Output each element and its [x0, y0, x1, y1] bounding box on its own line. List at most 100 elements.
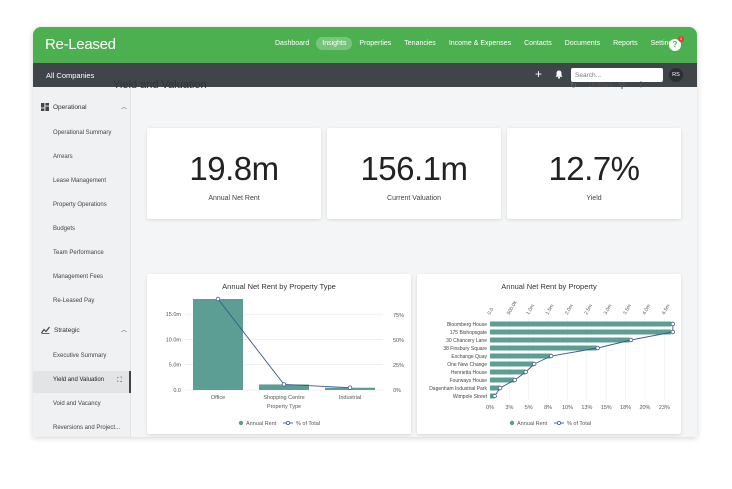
y-tick-label: Fourways House	[449, 378, 487, 384]
legend-label: Annual Rent	[517, 421, 548, 427]
y-tick-label: 15.0m	[166, 312, 182, 318]
bar	[490, 353, 551, 359]
sidebar-item-team-performance[interactable]: Team Performance	[53, 250, 104, 256]
sidebar-item-executive-summary[interactable]: Executive Summary	[53, 353, 107, 359]
line-point	[670, 321, 676, 327]
sidebar-item-lease-management[interactable]: Lease Management	[53, 178, 107, 184]
x-top-tick-label: 3.5m	[622, 303, 633, 316]
sidebar-item-re-leased-pay[interactable]: Re-Leased Pay	[53, 298, 95, 304]
nav-contacts[interactable]: Contacts	[524, 40, 552, 47]
y2-tick-label: 0%	[393, 388, 401, 394]
more-options-icon[interactable]: ⋮	[637, 80, 645, 89]
y-tick-label: 5.0m	[169, 363, 182, 369]
line-point	[531, 361, 537, 367]
legend-label: % of Total	[296, 421, 320, 427]
y-tick-label: 38 Finsbury Square	[443, 346, 487, 352]
x-bottom-tick-label: 8%	[544, 405, 552, 411]
x-top-tick-label: 2.5m	[583, 303, 594, 316]
y2-tick-label: 50%	[393, 338, 404, 344]
add-icon[interactable]: +	[535, 67, 543, 81]
kpi-label: Annual Net Rent	[208, 195, 260, 202]
trend-icon	[41, 326, 50, 334]
kpi-value: 19.8m	[189, 150, 279, 187]
chart-card-rent-by-type: Annual Net Rent by Property Type 0.0 5.0m…	[147, 274, 411, 434]
sidebar-item-management-fees[interactable]: Management Fees	[53, 274, 104, 280]
x-tick-label: Office	[211, 395, 225, 401]
nav-settings[interactable]: Settings	[650, 40, 676, 47]
bar	[490, 345, 597, 351]
kpi-value: 156.1m	[360, 150, 468, 187]
filter-icon[interactable]	[618, 82, 626, 89]
legend-label: % of Total	[567, 421, 591, 427]
refresh-icon[interactable]: ↻	[570, 81, 577, 90]
series-line	[494, 324, 674, 397]
y-tick-label: 30 Chancery Lane	[446, 338, 487, 344]
sidebar-section-operational[interactable]: Operational	[41, 103, 87, 111]
line-point	[281, 382, 287, 387]
company-selector[interactable]: All Companies	[46, 71, 95, 80]
x-top-tick-label: 500.0k	[506, 300, 519, 316]
search-input[interactable]	[571, 68, 663, 82]
x-bottom-tick-label: 0%	[486, 405, 494, 411]
nav-insights[interactable]: Insights	[316, 37, 353, 50]
nav-income-expenses[interactable]: Income & Expenses	[448, 40, 512, 47]
line-point	[512, 377, 517, 383]
x-bottom-tick-label: 3%	[505, 405, 513, 411]
x-bottom-tick-label: 10%	[562, 405, 573, 411]
line-point	[492, 393, 497, 399]
chevron-up-icon[interactable]: ︿	[121, 328, 128, 334]
x-tick-label: Industrial	[339, 395, 361, 401]
bell-icon[interactable]	[555, 70, 563, 79]
line-point	[628, 337, 634, 343]
app-window: Re-Leased Dashboard Insights Properties …	[33, 27, 697, 437]
filters-button[interactable]: 10 filters	[588, 82, 613, 89]
bar	[490, 321, 672, 327]
company-bar: All Companies + RS	[33, 63, 697, 87]
sidebar-item-yield-and-valuation[interactable]: Yield and Valuation	[53, 377, 105, 383]
legend-marker	[509, 420, 515, 426]
sidebar-item-budgets[interactable]: Budgets	[53, 226, 76, 232]
x-bottom-tick-label: 5%	[525, 405, 533, 411]
x-top-tick-label: 2.0m	[564, 303, 575, 316]
sidebar-item-operational-summary[interactable]: Operational Summary	[53, 130, 112, 136]
sidebar: Operational ︿ Operational Summary Arrear…	[33, 87, 131, 437]
app-logo[interactable]: Re-Leased	[45, 36, 116, 53]
x-top-tick-label: 4.0m	[641, 303, 652, 316]
x-tick-label: Shopping Centre	[263, 395, 304, 401]
sidebar-item-property-operations[interactable]: Property Operations	[53, 202, 107, 208]
sidebar-section-strategic[interactable]: Strategic	[41, 326, 80, 334]
y-tick-label: 175 Bishopsgate	[450, 330, 487, 336]
dashboard-icon	[41, 103, 49, 111]
top-nav: Re-Leased Dashboard Insights Properties …	[33, 27, 697, 63]
bar	[490, 377, 515, 383]
bar	[490, 337, 630, 343]
y-tick-label: Dagenham Industrial Park	[429, 386, 487, 392]
legend-marker	[285, 420, 290, 425]
help-icon[interactable]: ?	[669, 39, 681, 51]
legend-marker	[238, 420, 244, 426]
sidebar-section-label: Strategic	[54, 326, 80, 334]
avatar[interactable]: RS	[669, 68, 683, 82]
sidebar-item-void-and-vacancy[interactable]: Void and Vacancy	[53, 401, 101, 407]
notification-badge: 1	[678, 36, 684, 42]
kpi-value: 12.7%	[548, 150, 640, 187]
chevron-up-icon[interactable]: ︿	[121, 105, 128, 111]
kpi-label: Current Valuation	[387, 195, 441, 202]
sidebar-section-label: Operational	[53, 103, 87, 111]
nav-documents[interactable]: Documents	[564, 40, 601, 47]
nav-tenancies[interactable]: Tenancies	[404, 40, 436, 47]
legend-marker	[556, 420, 561, 425]
line-point	[497, 385, 503, 391]
nav-dashboard[interactable]: Dashboard	[275, 40, 310, 47]
sidebar-item-reversions-and-projections[interactable]: Reversions and Project...	[53, 425, 121, 431]
bar	[490, 385, 501, 391]
line-point	[595, 345, 600, 351]
chart-title: Annual Net Rent by Property	[501, 282, 597, 291]
y-tick-label: One New Change	[447, 362, 487, 368]
expand-icon[interactable]: ⛶	[117, 377, 122, 384]
nav-properties[interactable]: Properties	[359, 40, 392, 47]
sidebar-item-arrears[interactable]: Arrears	[53, 154, 73, 160]
nav-reports[interactable]: Reports	[613, 40, 638, 47]
line-point	[215, 296, 221, 302]
nav-menu: Dashboard Insights Properties Tenancies …	[269, 37, 683, 50]
